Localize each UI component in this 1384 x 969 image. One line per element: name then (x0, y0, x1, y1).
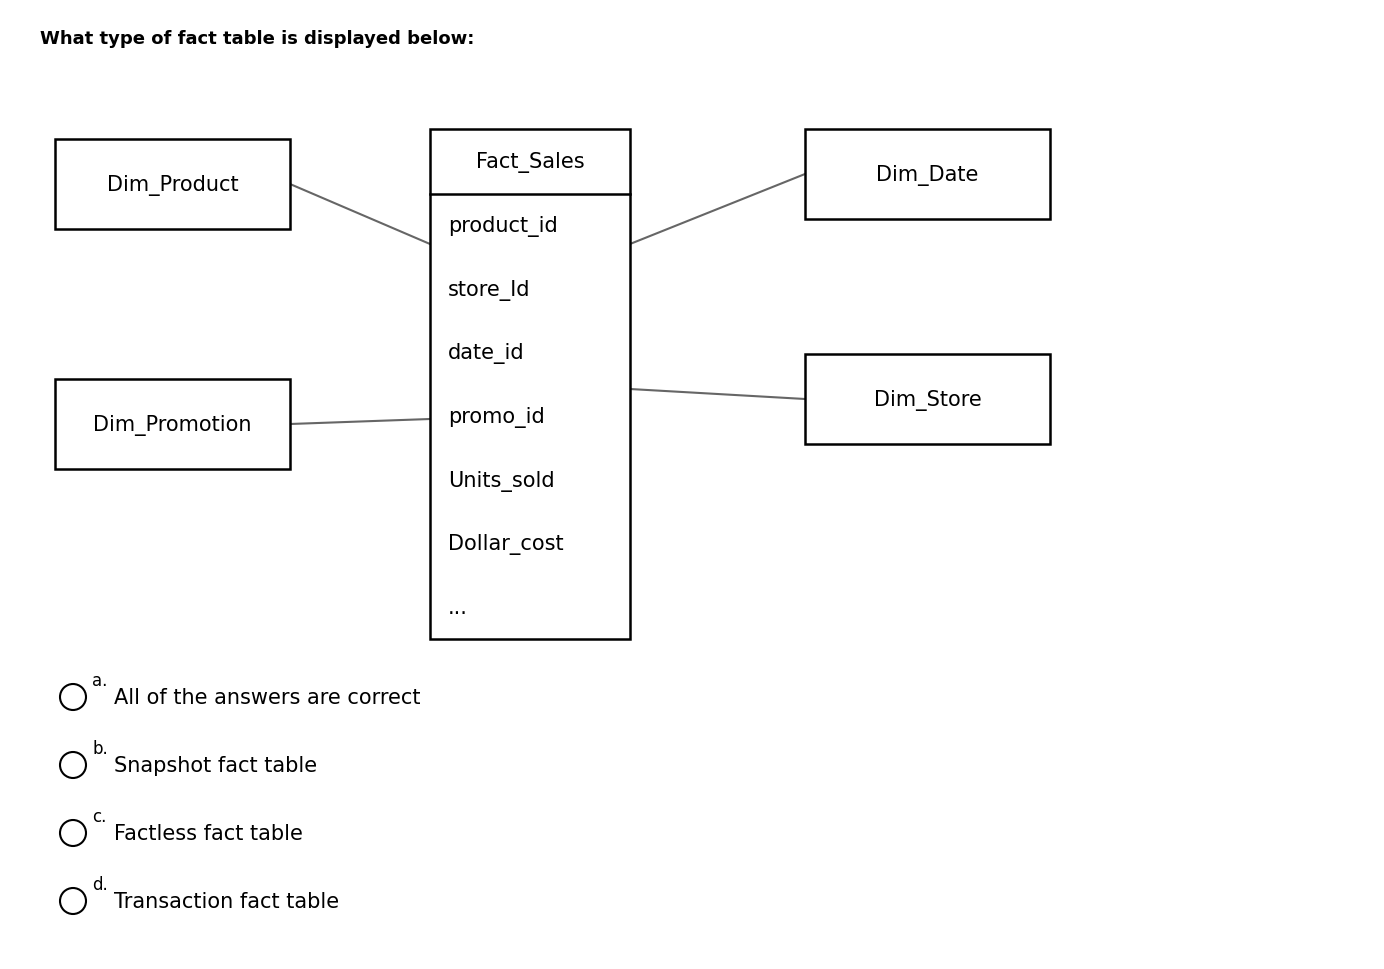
Text: Units_sold: Units_sold (448, 470, 555, 491)
Text: Dim_Store: Dim_Store (873, 390, 981, 410)
Text: Dim_Date: Dim_Date (876, 165, 978, 185)
Bar (805, 355, 1050, 445)
Bar (805, 130, 1050, 220)
Text: Fact_Sales: Fact_Sales (476, 152, 584, 172)
Text: product_id: product_id (448, 216, 558, 237)
Bar (55, 140, 291, 230)
Text: c.: c. (91, 807, 107, 826)
Text: What type of fact table is displayed below:: What type of fact table is displayed bel… (40, 30, 475, 47)
Text: date_id: date_id (448, 343, 525, 364)
Text: d.: d. (91, 875, 108, 893)
Text: ...: ... (448, 598, 468, 617)
Text: b.: b. (91, 739, 108, 758)
Text: Transaction fact table: Transaction fact table (113, 891, 339, 911)
Text: Snapshot fact table: Snapshot fact table (113, 755, 317, 775)
Text: store_Id: store_Id (448, 280, 530, 300)
Text: All of the answers are correct: All of the answers are correct (113, 687, 421, 707)
Text: Factless fact table: Factless fact table (113, 823, 303, 843)
Bar (430, 130, 630, 640)
Text: a.: a. (91, 672, 108, 690)
Text: Dim_Product: Dim_Product (107, 174, 238, 196)
Bar (55, 380, 291, 470)
Text: promo_id: promo_id (448, 407, 545, 427)
Text: Dollar_cost: Dollar_cost (448, 534, 563, 554)
Text: Dim_Promotion: Dim_Promotion (93, 414, 252, 435)
